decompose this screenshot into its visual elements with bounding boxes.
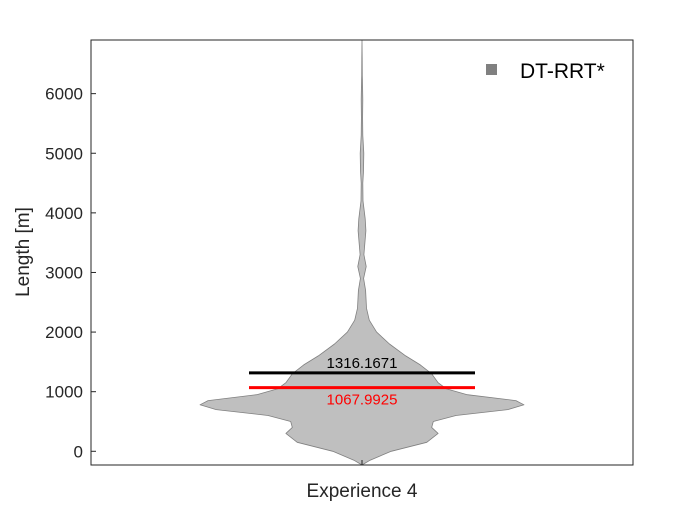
y-axis-ticks: 0 1000 2000 3000 4000 5000 6000: [45, 85, 96, 461]
y-axis-title: Length [m]: [13, 207, 34, 297]
median-label: 1067.9925: [327, 392, 398, 409]
y-tick-label: 3000: [45, 263, 83, 282]
y-tick-label: 6000: [45, 85, 83, 104]
legend: DT-RRT*: [486, 60, 605, 83]
legend-marker-dt-rrt: [486, 64, 497, 75]
stat-layer: 1316.1671 1067.9925: [249, 355, 475, 409]
x-axis-ticks: Experience 4: [307, 460, 418, 502]
x-tick-label: Experience 4: [307, 481, 418, 502]
y-tick-label: 1000: [45, 383, 83, 402]
y-tick-label: 0: [74, 442, 83, 461]
y-tick-label: 4000: [45, 204, 83, 223]
mean-label: 1316.1671: [327, 355, 398, 372]
legend-label-dt-rrt: DT-RRT*: [520, 60, 605, 83]
y-tick-label: 2000: [45, 323, 83, 342]
y-tick-label: 5000: [45, 144, 83, 163]
